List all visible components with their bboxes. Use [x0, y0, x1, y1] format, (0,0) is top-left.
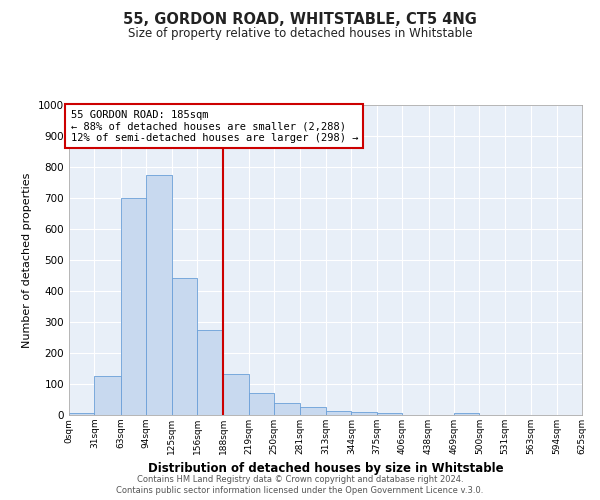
Bar: [69, 412, 94, 415]
Bar: [249, 394, 274, 415]
Text: Contains HM Land Registry data © Crown copyright and database right 2024.: Contains HM Land Registry data © Crown c…: [137, 475, 463, 484]
Bar: [223, 374, 249, 415]
Bar: [121, 198, 146, 415]
Bar: [299, 406, 326, 415]
Text: 55 GORDON ROAD: 185sqm
← 88% of detached houses are smaller (2,288)
12% of semi-: 55 GORDON ROAD: 185sqm ← 88% of detached…: [71, 110, 358, 143]
Text: Size of property relative to detached houses in Whitstable: Size of property relative to detached ho…: [128, 28, 472, 40]
Bar: [377, 414, 402, 415]
Bar: [352, 412, 377, 415]
Bar: [146, 175, 172, 415]
Y-axis label: Number of detached properties: Number of detached properties: [22, 172, 32, 348]
X-axis label: Distribution of detached houses by size in Whitstable: Distribution of detached houses by size …: [148, 462, 503, 475]
Text: 55, GORDON ROAD, WHITSTABLE, CT5 4NG: 55, GORDON ROAD, WHITSTABLE, CT5 4NG: [123, 12, 477, 28]
Bar: [94, 376, 121, 415]
Bar: [172, 278, 197, 415]
Bar: [326, 412, 352, 415]
Text: Contains public sector information licensed under the Open Government Licence v.: Contains public sector information licen…: [116, 486, 484, 495]
Bar: [274, 402, 299, 415]
Bar: [197, 330, 223, 415]
Bar: [454, 412, 479, 415]
